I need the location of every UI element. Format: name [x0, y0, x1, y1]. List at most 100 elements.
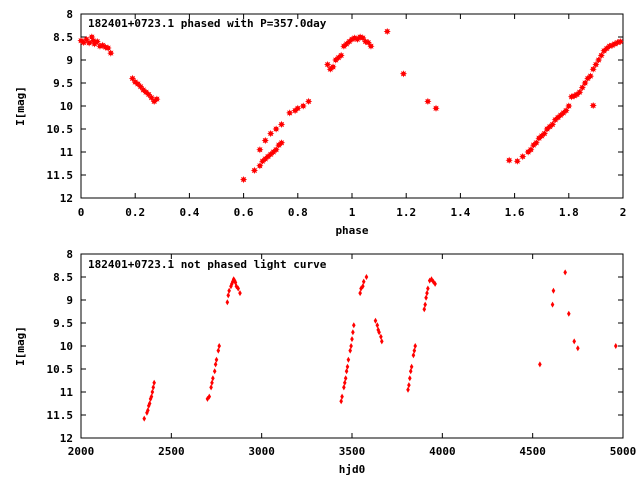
- y-tick-label: 8.5: [53, 31, 73, 44]
- data-point: [589, 65, 597, 73]
- data-point: [146, 407, 150, 414]
- y-tick-label: 9.5: [53, 77, 73, 90]
- data-point: [367, 42, 375, 50]
- data-point: [373, 317, 378, 324]
- data-point: [104, 44, 112, 52]
- data-point: [238, 290, 242, 297]
- data-point: [107, 49, 115, 57]
- x-tick-label: 4500: [519, 445, 546, 458]
- data-point: [350, 336, 354, 343]
- chart-title: 182401+0723.1 not phased light curve: [88, 258, 327, 271]
- x-tick-label: 0.6: [234, 206, 254, 219]
- data-point: [348, 347, 352, 354]
- data-point: [379, 333, 383, 340]
- data-point: [286, 109, 294, 117]
- data-point: [538, 361, 542, 368]
- data-point: [142, 415, 147, 422]
- y-tick-label: 11: [60, 386, 74, 399]
- data-point: [352, 322, 356, 329]
- data-point: [210, 379, 214, 386]
- data-point: [226, 292, 231, 299]
- data-point: [212, 368, 217, 375]
- x-tick-label: 0.4: [179, 206, 199, 219]
- data-point: [540, 130, 549, 138]
- data-point: [578, 84, 586, 92]
- data-point: [551, 287, 556, 294]
- data-point: [576, 345, 580, 352]
- data-point: [597, 51, 605, 59]
- x-tick-label: 0.2: [125, 206, 145, 219]
- data-point: [412, 347, 417, 354]
- data-point: [339, 398, 343, 405]
- y-tick-label: 10: [60, 340, 73, 353]
- data-point: [351, 329, 355, 336]
- data-point: [409, 363, 414, 370]
- x-tick-label: 0: [78, 206, 85, 219]
- data-point: [424, 294, 428, 301]
- data-point: [407, 382, 411, 389]
- data-point: [411, 352, 416, 359]
- y-tick-label: 11.5: [47, 409, 74, 422]
- data-point: [343, 375, 348, 382]
- data-point: [383, 27, 391, 36]
- data-point: [344, 368, 349, 375]
- data-point: [613, 343, 618, 349]
- x-tick-label: 2000: [68, 445, 95, 458]
- data-point: [250, 166, 259, 174]
- data-point: [563, 269, 567, 276]
- y-tick-label: 9: [66, 54, 73, 67]
- data-point: [272, 146, 280, 154]
- y-tick-label: 8: [66, 248, 73, 261]
- data-point: [213, 361, 218, 368]
- data-point: [342, 379, 347, 386]
- data-point: [513, 157, 521, 165]
- y-tick-label: 9.5: [53, 317, 73, 330]
- x-tick-label: 1.4: [450, 206, 470, 219]
- data-point: [340, 393, 344, 400]
- data-point: [147, 400, 152, 407]
- y-tick-label: 8.5: [53, 271, 73, 284]
- data-point: [150, 389, 155, 395]
- x-tick-label: 2500: [158, 445, 185, 458]
- data-point: [406, 386, 410, 393]
- data-point: [567, 310, 571, 317]
- x-tick-label: 1.6: [505, 206, 525, 219]
- data-point: [205, 395, 210, 402]
- data-point: [432, 104, 440, 112]
- data-point: [519, 153, 527, 161]
- unphased-light-curve-chart: 2000 2500 3000 3500 4000 4500 5000 8 8.5 9 9.5 10 10…: [14, 248, 636, 476]
- data-point: [214, 356, 219, 363]
- data-point: [227, 287, 231, 294]
- data-point: [376, 326, 380, 333]
- data-point: [576, 88, 584, 96]
- data-point: [364, 274, 369, 280]
- data-point: [548, 120, 557, 128]
- data-point: [277, 120, 286, 128]
- x-axis-title: phase: [335, 224, 368, 237]
- data-point: [294, 104, 302, 112]
- data-point: [375, 322, 380, 329]
- data-point: [337, 51, 345, 59]
- data-point: [550, 301, 555, 308]
- data-point: [505, 156, 513, 164]
- data-point: [572, 338, 577, 345]
- data-point: [359, 285, 363, 292]
- y-tick-label: 12: [60, 432, 73, 445]
- data-point: [408, 368, 413, 375]
- data-point: [256, 146, 264, 154]
- data-point: [562, 107, 570, 115]
- data-point: [422, 306, 427, 313]
- data-point: [589, 101, 597, 110]
- data-point: [345, 363, 350, 370]
- x-tick-label: 1.2: [396, 206, 416, 219]
- data-point: [361, 283, 365, 290]
- data-point: [413, 343, 418, 349]
- data-point: [399, 70, 408, 78]
- x-tick-label: 4000: [429, 445, 456, 458]
- x-tick-label: 1: [349, 206, 356, 219]
- data-point: [423, 301, 427, 308]
- y-tick-label: 11: [60, 146, 74, 159]
- data-point: [256, 162, 264, 170]
- data-point: [425, 290, 429, 297]
- data-point: [346, 356, 351, 363]
